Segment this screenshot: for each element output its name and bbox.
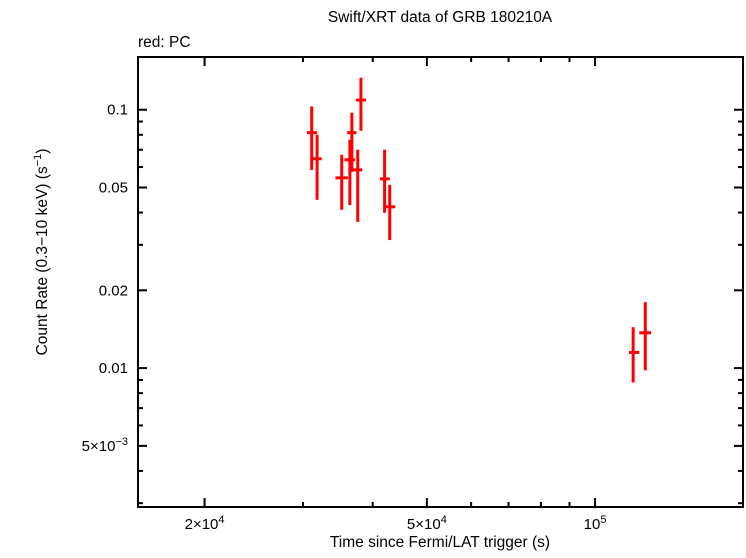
data-point <box>385 184 396 241</box>
data-point <box>312 134 322 200</box>
data-point <box>639 302 652 371</box>
data-point <box>344 139 356 205</box>
data-point <box>353 149 363 222</box>
y-tick-label: 5×10−3 <box>82 436 128 455</box>
mode-annotation: red: PC <box>138 34 191 51</box>
x-tick-labels: 2×104 5×104 105 <box>185 514 607 533</box>
x-axis-label: Time since Fermi/LAT trigger (s) <box>330 534 550 551</box>
data-point <box>628 327 640 383</box>
x-tick-label: 105 <box>584 514 607 533</box>
y-tick-label: 0.1 <box>107 102 128 119</box>
data-point <box>355 77 366 131</box>
y-tick-label: 0.02 <box>99 282 128 299</box>
data-point <box>335 154 348 210</box>
data-point <box>379 149 390 213</box>
data-point <box>347 112 357 172</box>
y-tick-label: 0.05 <box>99 180 128 197</box>
data-points-layer <box>306 77 652 383</box>
axis-ticks <box>138 57 743 507</box>
chart-title: Swift/XRT data of GRB 180210A <box>328 9 553 26</box>
plot-frame <box>137 56 744 508</box>
data-point <box>306 106 318 170</box>
x-tick-label: 5×104 <box>407 514 447 533</box>
x-tick-label: 2×104 <box>185 514 225 533</box>
y-axis-label: Count Rate (0.3−10 keV) (s−1) <box>32 149 51 356</box>
y-tick-labels: 0.1 0.05 0.02 0.01 5×10−3 <box>82 102 128 455</box>
y-tick-label: 0.01 <box>99 360 128 377</box>
